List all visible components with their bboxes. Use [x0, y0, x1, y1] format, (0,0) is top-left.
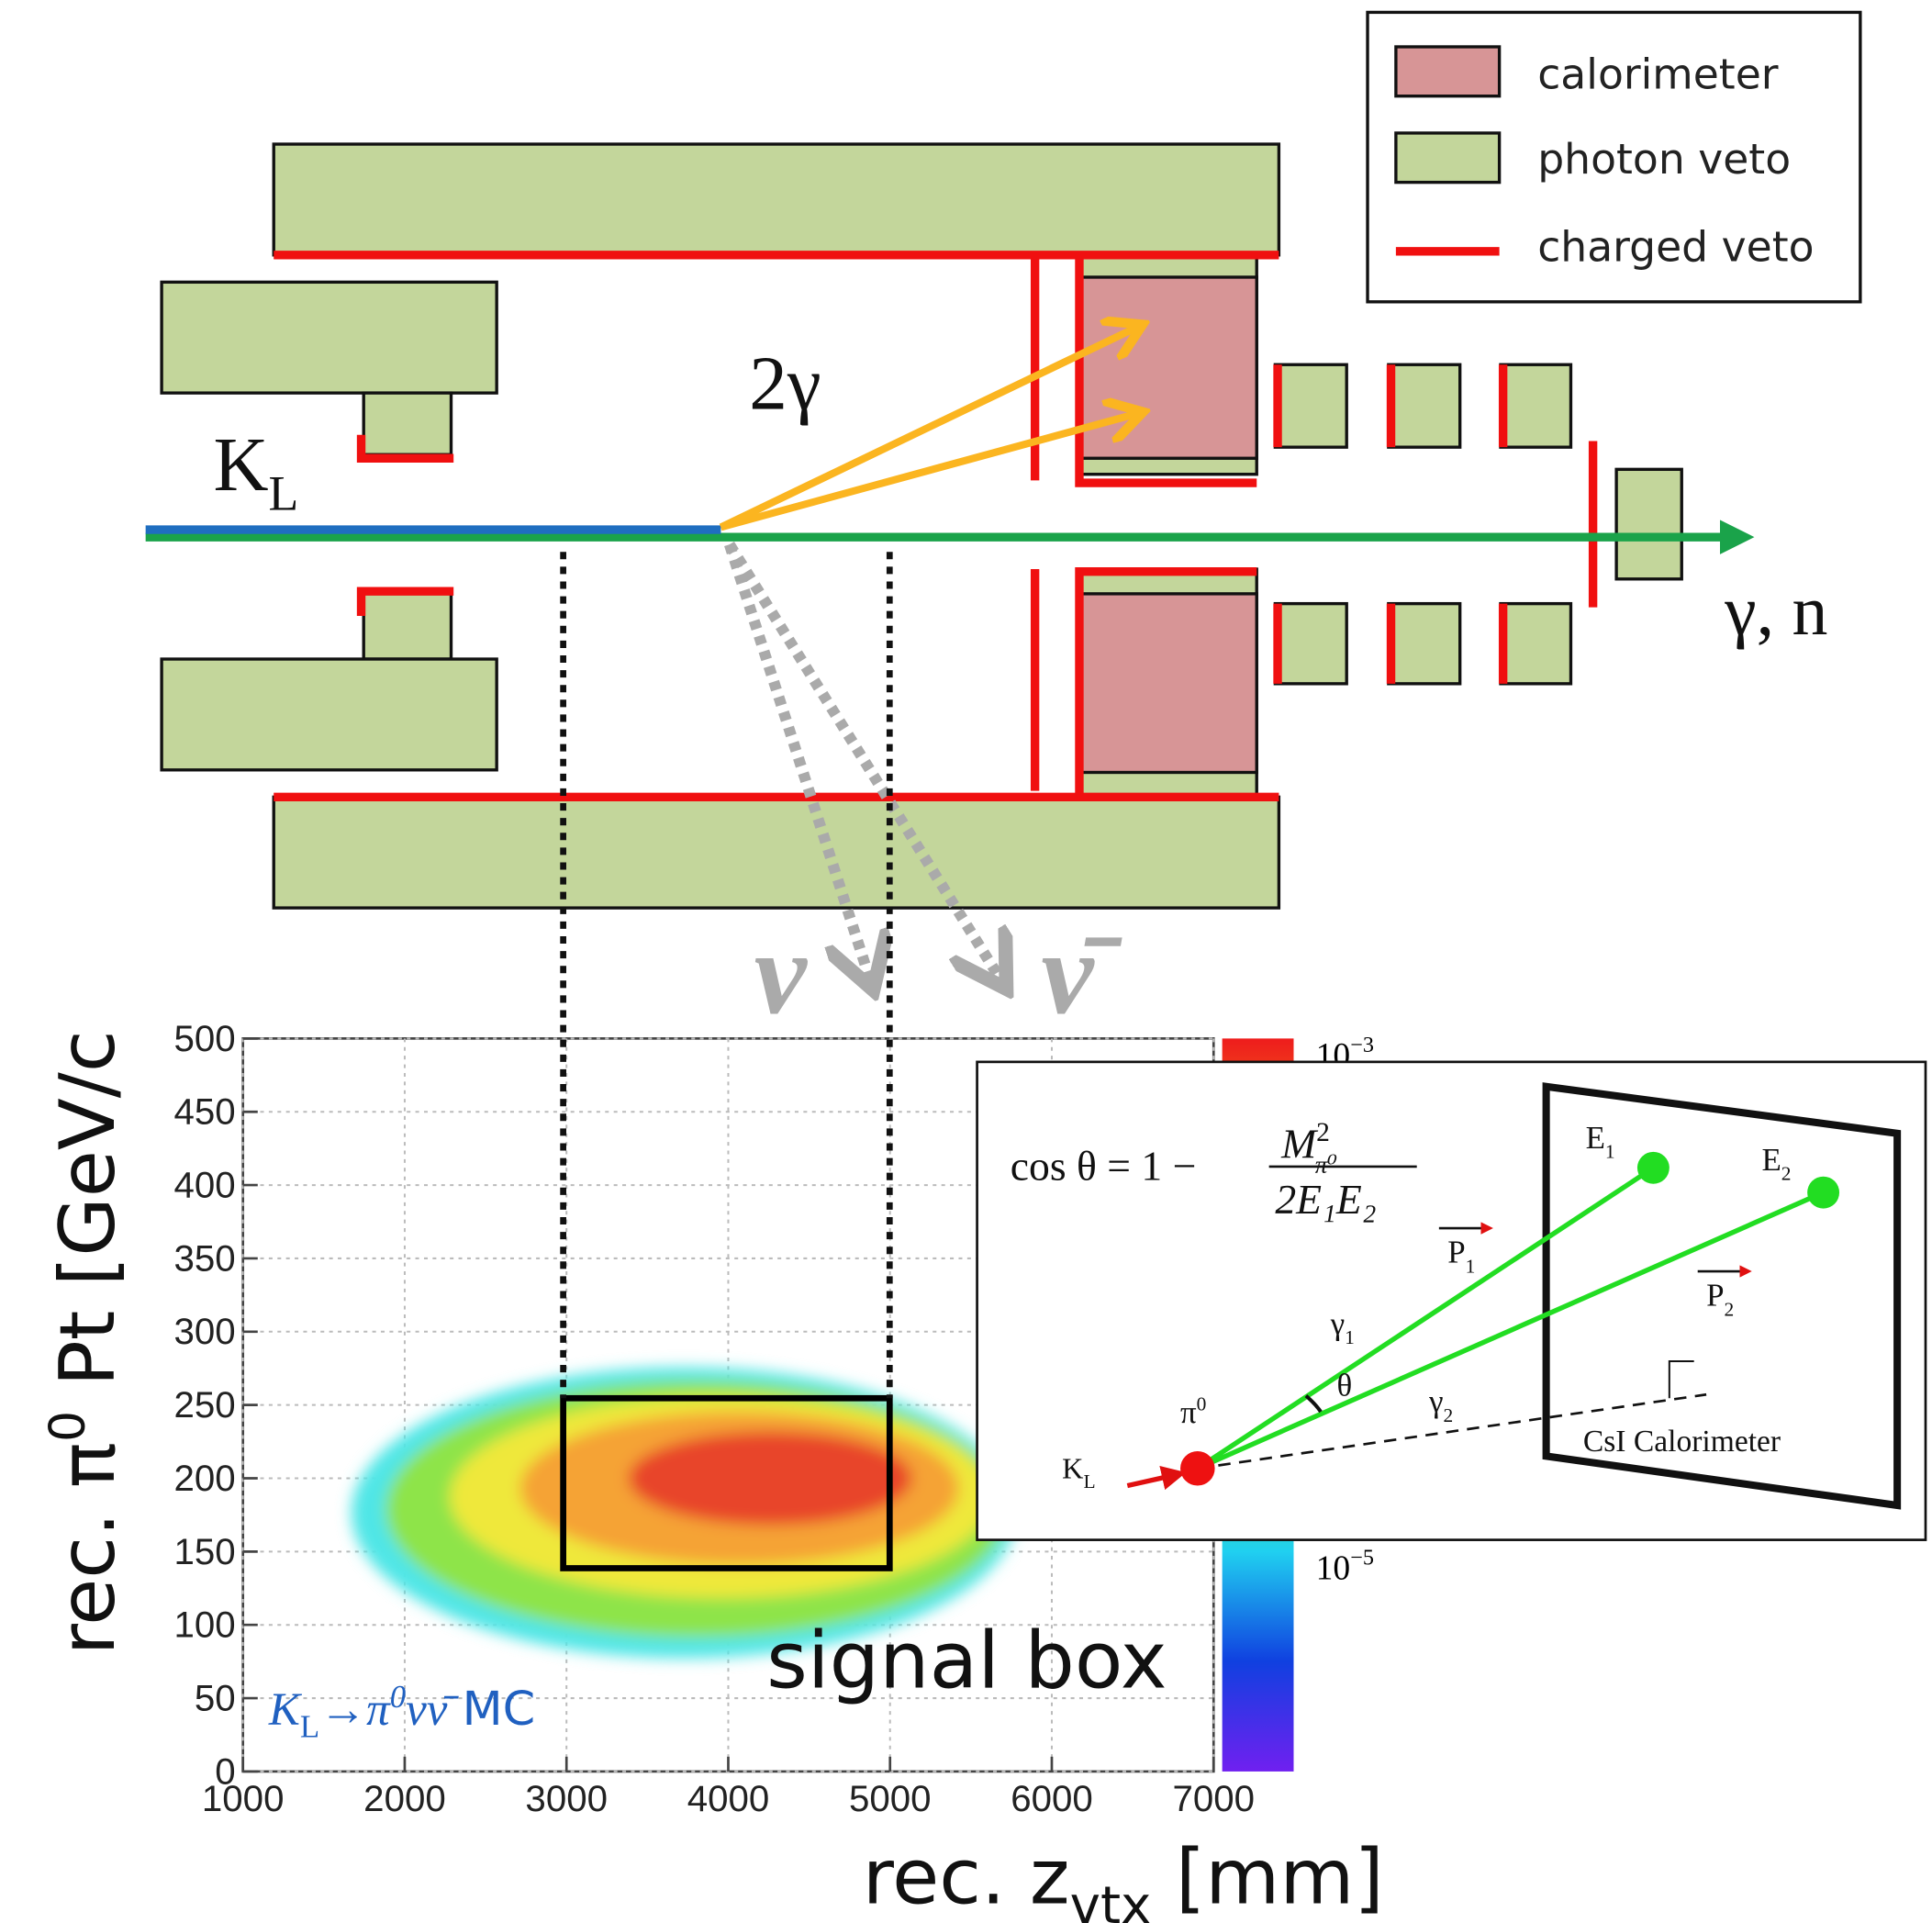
text-part: rec. π — [43, 1442, 132, 1655]
text-part: 2 — [1444, 1404, 1454, 1426]
text-part: 1 — [1345, 1326, 1355, 1348]
theta-label: θ — [1336, 1368, 1352, 1403]
text-part: [mm] — [1151, 1833, 1383, 1922]
y-tick-label: 300 — [173, 1311, 235, 1352]
shape — [162, 659, 497, 770]
y-tick-label: 50 — [195, 1677, 236, 1718]
text-part: 0 — [1197, 1393, 1207, 1415]
text-part: γ — [1330, 1305, 1345, 1341]
exit-label: γ, n — [1724, 571, 1827, 650]
photons-label: 2γ — [749, 341, 821, 426]
text-part: K — [213, 422, 268, 507]
x-axis-label: rec. zvtx [mm] — [863, 1833, 1384, 1923]
neutrino-label: ν — [754, 907, 809, 1038]
formula-lhs: cos θ = 1 − — [1011, 1143, 1197, 1190]
shape — [1501, 604, 1570, 684]
text-part: γ — [1428, 1383, 1443, 1419]
legend-label: calorimeter — [1537, 50, 1779, 99]
shape — [274, 797, 1279, 908]
y-tick-label: 0 — [215, 1750, 235, 1792]
text-part: 0 — [390, 1679, 406, 1715]
shape — [1389, 604, 1460, 684]
shape — [363, 393, 451, 454]
shape — [1082, 594, 1257, 773]
figure: 1000200030004000500060007000050100150200… — [0, 0, 1932, 1923]
signal-box-label: signal box — [766, 1616, 1167, 1707]
text-part: P — [1447, 1235, 1465, 1270]
legend-label: charged veto — [1537, 223, 1814, 272]
shape — [1501, 364, 1570, 447]
legend-swatch — [1396, 47, 1500, 96]
y-tick-label: 200 — [173, 1458, 235, 1499]
colorbar-label: 10−5 — [1316, 1545, 1374, 1587]
text-part: →π — [319, 1684, 391, 1736]
text-part: L — [1083, 1470, 1095, 1493]
shape — [1389, 364, 1460, 447]
text-part: −5 — [1350, 1545, 1374, 1570]
x-tick-label: 7000 — [1172, 1778, 1255, 1819]
text-part: MC — [447, 1683, 535, 1737]
text-part: L — [269, 466, 299, 521]
calorimeter-label: CsI Calorimeter — [1583, 1425, 1781, 1459]
text-part: 2 — [1781, 1163, 1792, 1185]
text-part: K — [268, 1684, 303, 1736]
shape — [1082, 277, 1257, 458]
e2-point — [1807, 1177, 1839, 1209]
y-tick-label: 500 — [173, 1018, 235, 1059]
y-tick-label: 250 — [173, 1384, 235, 1425]
y-tick-label: 400 — [173, 1165, 235, 1206]
shape — [274, 144, 1279, 255]
antineutrino-label: ν̄ — [1041, 907, 1122, 1038]
pi0-point — [1180, 1451, 1215, 1486]
y-tick-label: 100 — [173, 1604, 235, 1646]
text-part: L — [300, 1708, 319, 1744]
text-part: π⁰ — [1315, 1151, 1337, 1179]
shape — [629, 1432, 912, 1526]
shape — [1275, 364, 1346, 447]
y-tick-label: 150 — [173, 1531, 235, 1572]
y-tick-label: 350 — [173, 1237, 235, 1279]
legend-swatch — [1396, 133, 1500, 183]
text-part: vtx — [1070, 1876, 1152, 1923]
text-part: 10 — [1316, 1550, 1351, 1588]
text-part: M — [1280, 1121, 1319, 1168]
x-tick-label: 5000 — [849, 1778, 932, 1819]
shape — [1275, 604, 1346, 684]
y-axis-label: rec. π0 Pt [GeV/c — [39, 1030, 132, 1655]
e1-point — [1637, 1152, 1670, 1184]
y-tick-label: 450 — [173, 1091, 235, 1133]
legend-label: photon veto — [1537, 135, 1791, 184]
text-part: E — [1586, 1120, 1605, 1156]
text-part: Pt [GeV/c — [43, 1030, 132, 1410]
x-tick-label: 4000 — [687, 1778, 770, 1819]
beam-label: KL — [213, 422, 298, 520]
text-part: 1 — [1605, 1141, 1615, 1163]
legend: calorimeter photon veto charged veto — [1368, 12, 1860, 301]
shape — [363, 591, 451, 659]
text-part: 2 — [1725, 1298, 1735, 1320]
x-tick-label: 2000 — [363, 1778, 446, 1819]
text-part: rec. z — [863, 1833, 1070, 1922]
text-part: K — [1062, 1452, 1083, 1485]
text-part: 2 — [1316, 1118, 1330, 1147]
formula-denominator: 2E₁E₂ — [1275, 1176, 1376, 1223]
shape — [1616, 469, 1681, 578]
text-part: P — [1706, 1278, 1724, 1314]
text-part: −3 — [1350, 1033, 1374, 1057]
text-part: 1 — [1466, 1255, 1476, 1277]
shape — [162, 282, 497, 393]
text-part: 0 — [39, 1411, 96, 1442]
x-tick-label: 6000 — [1011, 1778, 1093, 1819]
x-tick-label: 3000 — [525, 1778, 608, 1819]
text-part: E — [1761, 1142, 1781, 1178]
page: { "legend": { "items": [ {"label": "calo… — [0, 0, 1932, 1923]
text-part: π — [1180, 1394, 1197, 1430]
